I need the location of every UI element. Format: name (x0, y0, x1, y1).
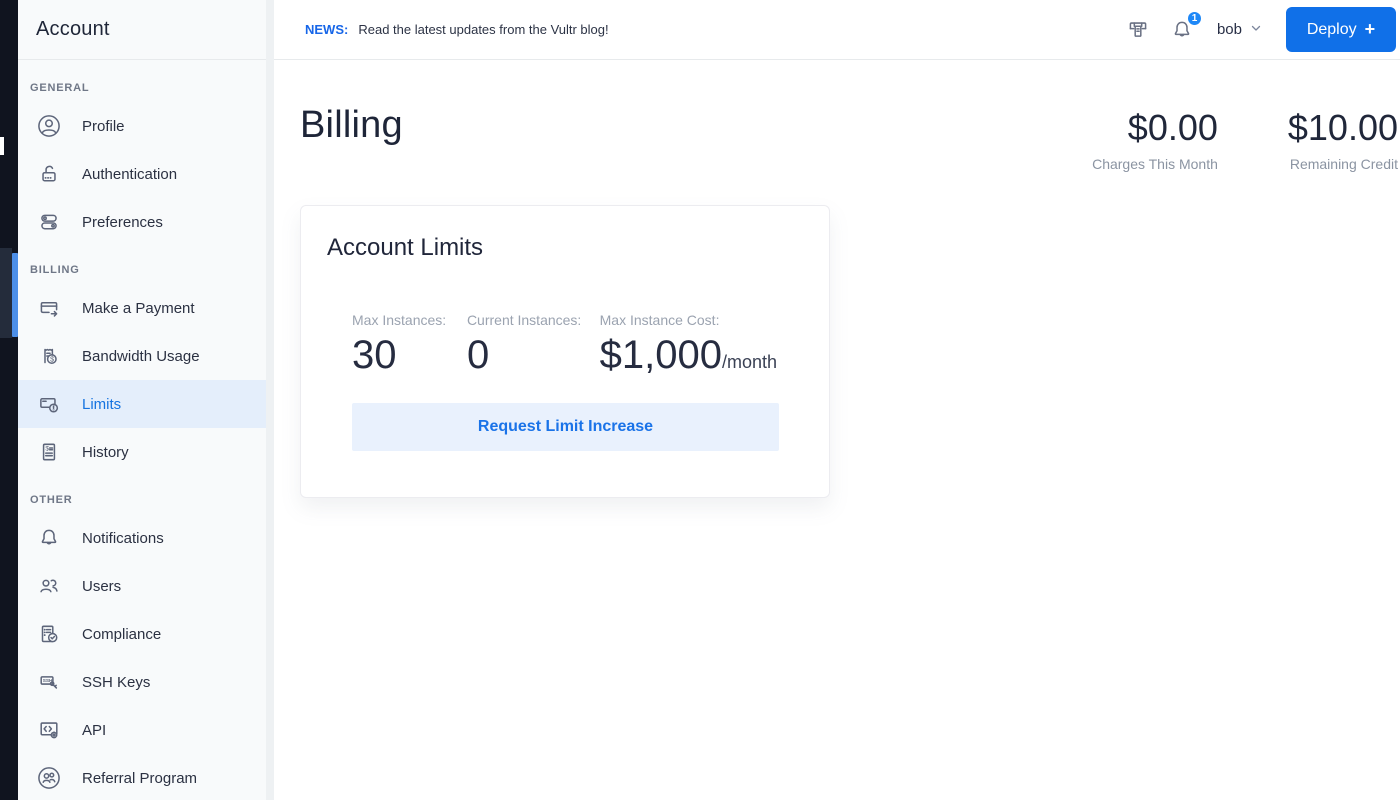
field-label: Current Instances: (466, 312, 582, 328)
bell-icon (36, 525, 62, 551)
card-title: Account Limits (327, 234, 484, 261)
sidebar-item-label: Authentication (82, 165, 178, 183)
svg-text:SSH: SSH (43, 678, 53, 684)
section-label-general: GENERAL (30, 82, 90, 94)
sidebar-title: Account (36, 18, 110, 40)
billing-atm-icon[interactable] (1125, 17, 1151, 43)
invoice-icon: $ (36, 439, 62, 465)
account-sidebar: Account GENERAL Profile Authentication P… (18, 0, 274, 800)
field-value: 0 (466, 333, 490, 377)
sidebar-scrollbar-track[interactable] (266, 0, 274, 800)
sidebar-item-label: History (82, 443, 129, 461)
sidebar-item-history[interactable]: $ History (18, 428, 274, 476)
sidebar-item-label: Bandwidth Usage (82, 347, 200, 365)
sidebar-item-label: Limits (82, 395, 122, 413)
limits-fields: Max Instances: 30 Current Instances: 0 M… (352, 312, 777, 376)
stat-value: $10.00 (1287, 107, 1398, 148)
sidebar-item-users[interactable]: Users (18, 562, 274, 610)
section-label-other: OTHER (30, 494, 73, 506)
lock-icon (36, 161, 62, 187)
sidebar-item-profile[interactable]: Profile (18, 102, 274, 150)
news-label: NEWS: (305, 22, 349, 37)
credit-card-arrow-icon (36, 295, 62, 321)
user-name: bob (1216, 21, 1242, 38)
field-value: 30 (352, 333, 397, 377)
notification-badge: 1 (1185, 9, 1203, 27)
sidebar-item-limits[interactable]: Limits (18, 380, 274, 428)
field-max-instances: Max Instances: 30 (352, 312, 467, 376)
news-link[interactable]: Read the latest updates from the Vultr b… (358, 22, 609, 37)
sidebar-item-label: Notifications (82, 529, 164, 547)
field-label: Max Instance Cost: (599, 312, 720, 328)
field-suffix: /month (721, 352, 777, 372)
rail-scrollbar-thumb[interactable] (12, 253, 18, 337)
main-content: Billing $0.00 Charges This Month $10.00 … (274, 60, 1400, 800)
field-current-instances: Current Instances: 0 (467, 312, 600, 376)
notifications-bell-icon[interactable]: 1 (1169, 9, 1203, 43)
field-max-instance-cost: Max Instance Cost: $1,000/month (600, 312, 777, 376)
section-label-billing: BILLING (30, 264, 80, 276)
plus-icon: + (1364, 18, 1376, 39)
top-bar-actions: 1 bob Deploy + (1125, 7, 1400, 52)
top-bar: NEWS: Read the latest updates from the V… (274, 0, 1400, 60)
sidebar-item-label: Compliance (82, 625, 162, 643)
sidebar-item-compliance[interactable]: Compliance (18, 610, 274, 658)
page-title: Billing (300, 104, 403, 146)
chevron-down-icon (1250, 21, 1262, 39)
collapsed-nav-rail[interactable] (0, 0, 18, 800)
referral-icon (36, 765, 62, 791)
deploy-button-label: Deploy (1306, 20, 1357, 38)
sidebar-item-label: Referral Program (82, 769, 198, 787)
users-icon (36, 573, 62, 599)
sidebar-item-label: SSH Keys (82, 673, 151, 691)
sidebar-item-ssh-keys[interactable]: SSH SSH Keys (18, 658, 274, 706)
sidebar-item-label: Profile (82, 117, 125, 135)
sidebar-item-preferences[interactable]: Preferences (18, 198, 274, 246)
deploy-button[interactable]: Deploy + (1286, 7, 1396, 52)
field-value: $1,000/month (599, 333, 777, 377)
request-limit-increase-button[interactable]: Request Limit Increase (352, 403, 779, 451)
sidebar-nav: GENERAL Profile Authentication Preferenc… (18, 60, 274, 800)
sidebar-item-label: Preferences (82, 213, 163, 231)
sidebar-header: Account (18, 0, 274, 60)
api-icon (36, 717, 62, 743)
account-limits-card: Account Limits Max Instances: 30 Current… (300, 205, 830, 498)
field-label: Max Instances: (352, 312, 447, 328)
ssh-key-icon: SSH (36, 669, 62, 695)
user-menu[interactable]: bob (1217, 21, 1262, 39)
rail-active-indicator (0, 137, 4, 155)
sidebar-item-notifications[interactable]: Notifications (18, 514, 274, 562)
sidebar-item-authentication[interactable]: Authentication (18, 150, 274, 198)
news-banner: NEWS: Read the latest updates from the V… (305, 22, 609, 37)
sidebar-item-bandwidth-usage[interactable]: $ Bandwidth Usage (18, 332, 274, 380)
stat-label: Remaining Credit (1289, 155, 1398, 172)
sidebar-item-api[interactable]: API (18, 706, 274, 754)
sidebar-item-label: Make a Payment (82, 299, 195, 317)
stat-charges-this-month: $0.00 Charges This Month (1092, 108, 1218, 172)
sidebar-item-label: API (82, 721, 107, 739)
toggles-icon (36, 209, 62, 235)
clipboard-check-icon (36, 621, 62, 647)
svg-text:$: $ (50, 356, 54, 363)
svg-text:$: $ (45, 445, 49, 452)
sidebar-item-label: Users (82, 577, 122, 595)
stat-value: $0.00 (1127, 107, 1218, 148)
stat-remaining-credit: $10.00 Remaining Credit (1288, 108, 1398, 172)
sidebar-item-referral-program[interactable]: Referral Program (18, 754, 274, 800)
usage-receipt-icon: $ (36, 343, 62, 369)
stat-label: Charges This Month (1092, 155, 1218, 172)
sidebar-item-make-a-payment[interactable]: Make a Payment (18, 284, 274, 332)
rail-highlight (0, 248, 12, 338)
card-limit-icon (36, 391, 62, 417)
profile-icon (36, 113, 62, 139)
billing-stats: $0.00 Charges This Month $10.00 Remainin… (1092, 108, 1398, 172)
